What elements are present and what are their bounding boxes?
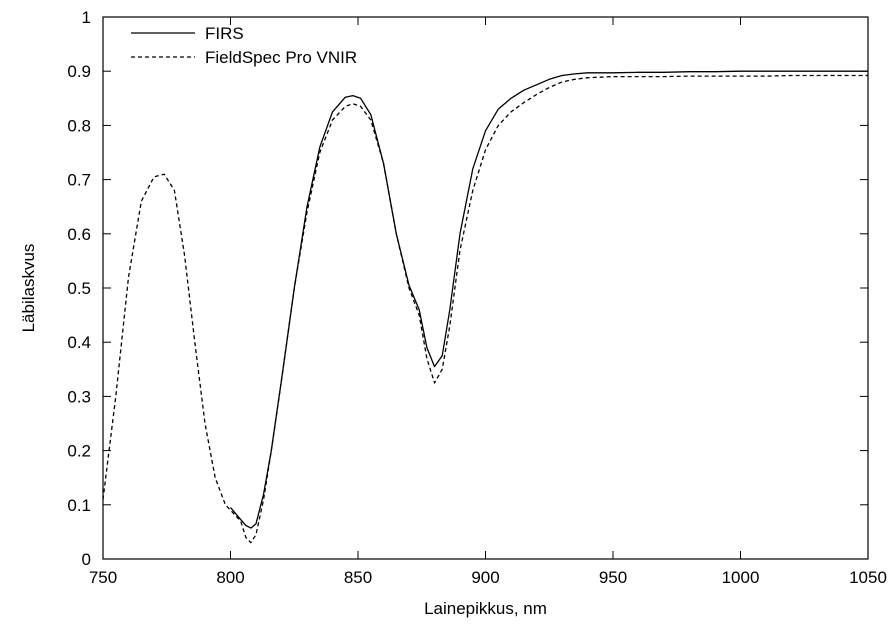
series-line-fieldspec xyxy=(102,74,868,544)
y-tick-label: 0.4 xyxy=(67,333,91,352)
plot-frame xyxy=(102,16,869,560)
y-tick-label: 0 xyxy=(82,550,91,569)
y-tick-label: 0.7 xyxy=(67,171,91,190)
tick-labels-layer: 750 800 850 900 950 1000 1050 0 0.1 0.2 0.3 0.4 0.5 0… xyxy=(67,8,887,587)
x-tick-label: 1000 xyxy=(722,568,760,587)
x-tick-label: 800 xyxy=(216,568,244,587)
y-axis-label: Läbilaskvus xyxy=(19,244,38,333)
y-tick-label: 0.9 xyxy=(67,62,91,81)
y-tick-label: 0.5 xyxy=(67,279,91,298)
ticks-layer xyxy=(102,16,869,560)
legend-label-fieldspec: FieldSpec Pro VNIR xyxy=(205,48,357,67)
x-tick-label: 750 xyxy=(89,568,117,587)
legend-label-firs: FIRS xyxy=(205,24,244,43)
x-tick-label: 950 xyxy=(599,568,627,587)
y-tick-label: 0.1 xyxy=(67,496,91,515)
y-tick-label: 0.6 xyxy=(67,225,91,244)
y-tick-label: 0.2 xyxy=(67,442,91,461)
x-axis-label: Lainepikkus, nm xyxy=(424,599,547,618)
x-tick-label: 850 xyxy=(344,568,372,587)
y-tick-label: 0.8 xyxy=(67,116,91,135)
y-tick-label: 0.3 xyxy=(67,387,91,406)
series-layer xyxy=(102,70,868,544)
x-tick-label: 1050 xyxy=(849,568,887,587)
legend: FIRS FieldSpec Pro VNIR xyxy=(131,24,357,67)
series-line-firs xyxy=(230,70,868,529)
x-tick-label: 900 xyxy=(471,568,499,587)
y-tick-label: 1 xyxy=(82,8,91,27)
